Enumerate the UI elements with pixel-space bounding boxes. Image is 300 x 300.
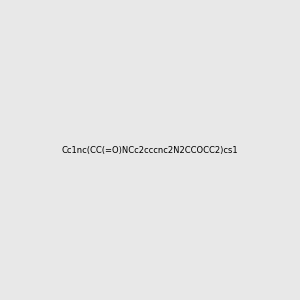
Text: Cc1nc(CC(=O)NCc2cccnc2N2CCOCC2)cs1: Cc1nc(CC(=O)NCc2cccnc2N2CCOCC2)cs1 — [62, 146, 238, 154]
